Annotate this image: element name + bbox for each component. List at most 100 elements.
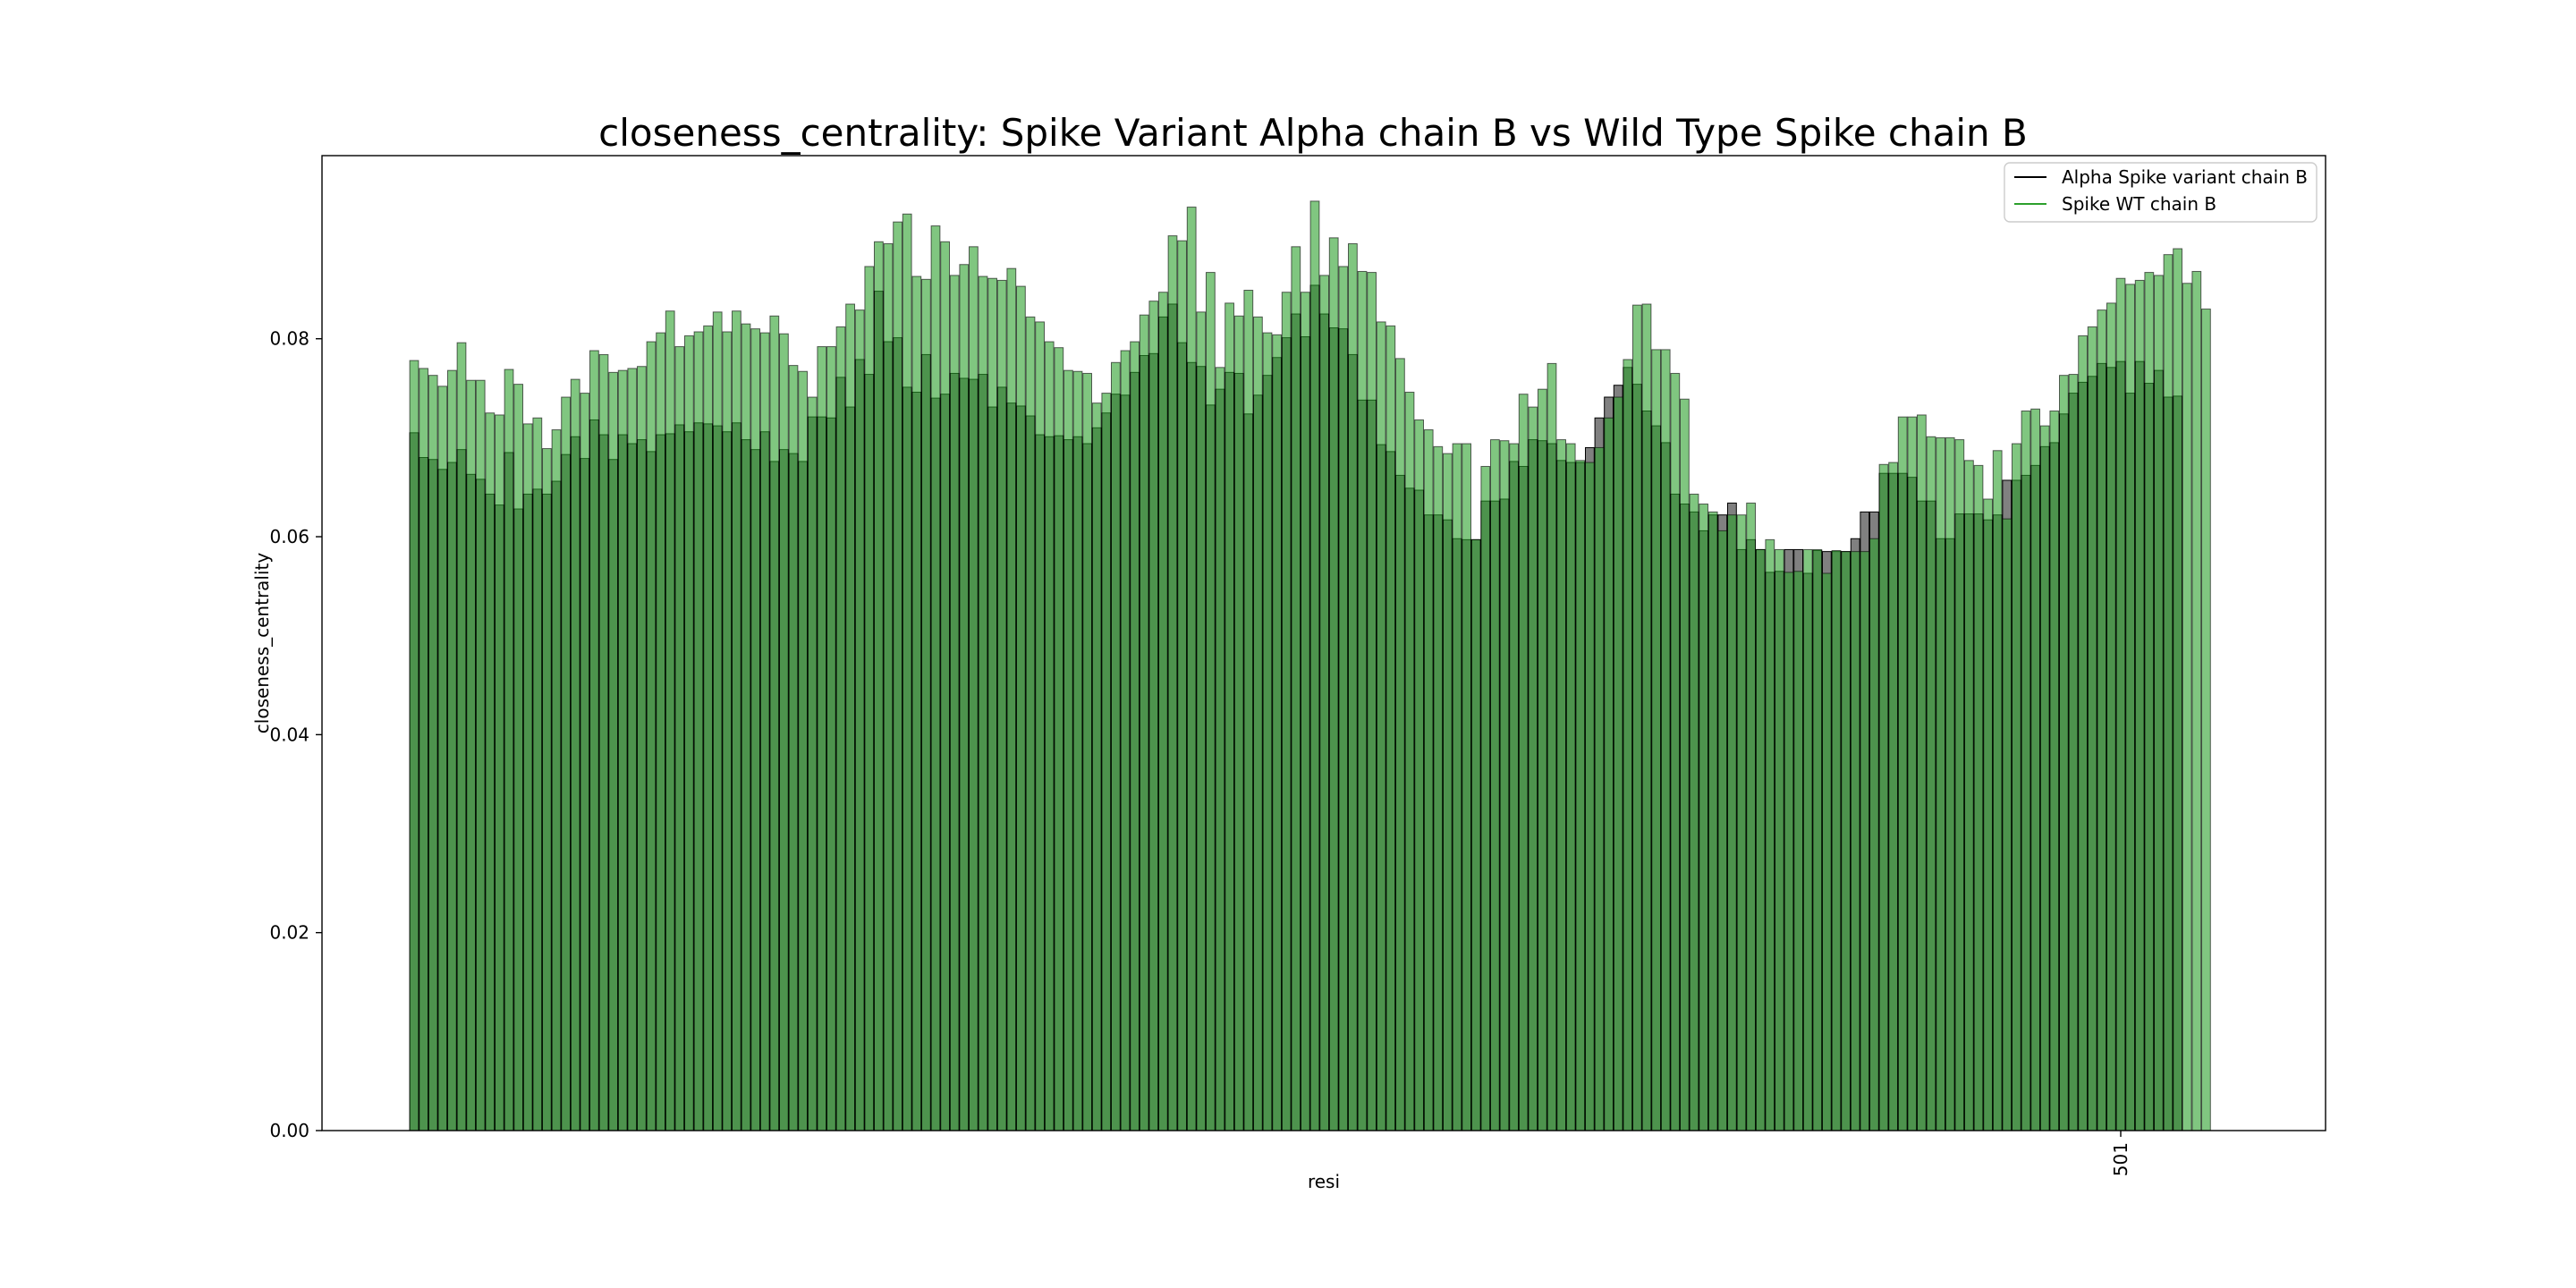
x-axis-label: resi: [1308, 1171, 1340, 1192]
bar-wild-type: [1328, 237, 1339, 1131]
bar-wild-type: [637, 366, 647, 1131]
bar-wild-type: [1470, 538, 1481, 1131]
bar-wild-type: [2173, 248, 2182, 1131]
bar-wild-type: [1613, 396, 1623, 1131]
bar-wild-type: [495, 414, 504, 1131]
bar-wild-type: [807, 396, 818, 1131]
bar-wild-type: [817, 346, 827, 1131]
bar-wild-type: [1035, 321, 1045, 1131]
bar-wild-type: [1983, 498, 1993, 1131]
bar-wild-type: [996, 279, 1007, 1131]
bar-wild-type: [665, 310, 675, 1131]
bar-wild-type: [1632, 304, 1642, 1131]
bar-wild-type: [2059, 375, 2069, 1131]
bar-wild-type: [1206, 272, 1216, 1131]
bar-wild-type: [1158, 292, 1168, 1131]
bar-wild-type: [1707, 511, 1718, 1131]
bar-wild-type: [1538, 388, 1547, 1131]
bar-wild-type: [1594, 446, 1605, 1131]
bar-wild-type: [475, 379, 486, 1131]
plot-frame: [321, 155, 2326, 1131]
bar-wild-type: [1831, 550, 1842, 1131]
bar-wild-type: [570, 378, 580, 1131]
bar-wild-type: [1395, 358, 1405, 1131]
bar-wild-type: [883, 242, 894, 1131]
bar-wild-type: [854, 309, 865, 1131]
bar-wild-type: [1755, 548, 1766, 1131]
bar-wild-type: [2154, 275, 2164, 1131]
y-tick-label: 0.08: [269, 328, 309, 350]
bar-wild-type: [969, 246, 979, 1131]
bar-wild-type: [2012, 443, 2021, 1131]
bar-wild-type: [1973, 464, 1984, 1131]
bar-wild-type: [959, 264, 970, 1131]
bar-wild-type: [1499, 440, 1510, 1131]
bar-wild-type: [987, 277, 997, 1131]
bar-wild-type: [2097, 309, 2107, 1131]
bar-wild-type: [1822, 572, 1832, 1131]
bar-wild-type: [1841, 551, 1851, 1131]
bar-wild-type: [2002, 518, 2012, 1131]
bar-wild-type: [2021, 411, 2031, 1131]
bar-wild-type: [419, 368, 429, 1131]
bar-wild-type: [750, 328, 761, 1131]
bar-wild-type: [1736, 514, 1747, 1131]
bar-wild-type: [1897, 416, 1908, 1131]
bar-wild-type: [1651, 349, 1661, 1131]
bar-wild-type: [978, 275, 988, 1131]
bar-wild-type: [456, 342, 467, 1131]
bar-wild-type: [2163, 254, 2174, 1131]
bar-wild-type: [684, 335, 694, 1131]
bar-wild-type: [428, 375, 438, 1131]
bar-wild-type: [1936, 436, 1945, 1131]
bar-wild-type: [1072, 370, 1083, 1131]
bar-wild-type: [2191, 270, 2202, 1131]
bar-wild-type: [409, 360, 419, 1131]
bar-wild-type: [1954, 439, 1965, 1131]
bar-wild-type: [589, 350, 599, 1131]
x-tick-label: 501: [2110, 1142, 2131, 1176]
bar-wild-type: [1376, 321, 1386, 1131]
bar-wild-type: [1006, 267, 1017, 1131]
bar-wild-type: [1680, 398, 1690, 1131]
bar-wild-type: [1565, 443, 1576, 1131]
bar-wild-type: [1917, 414, 1927, 1131]
bar-wild-type: [2039, 425, 2050, 1131]
bar-wild-type: [1443, 453, 1453, 1131]
bar-wild-type: [1291, 246, 1301, 1131]
bar-wild-type: [798, 370, 809, 1131]
bar-wild-type: [1964, 460, 1974, 1131]
y-axis-label: closeness_centrality: [251, 553, 273, 734]
bar-wild-type: [2201, 309, 2211, 1131]
bar-wild-type: [864, 266, 875, 1131]
bar-wild-type: [1765, 538, 1775, 1131]
bar-wild-type: [1148, 301, 1159, 1131]
bar-wild-type: [1338, 266, 1349, 1131]
bar-wild-type: [1091, 402, 1102, 1131]
bar-wild-type: [513, 384, 524, 1131]
bar-wild-type: [1802, 548, 1813, 1131]
bar-wild-type: [940, 241, 950, 1131]
bar-wild-type: [1186, 207, 1197, 1131]
bar-wild-type: [2030, 408, 2040, 1131]
bar-wild-type: [769, 315, 780, 1131]
bar-wild-type: [1253, 316, 1263, 1131]
bar-wild-type: [1699, 504, 1708, 1131]
bar-wild-type: [1556, 439, 1566, 1131]
bar-wild-type: [1063, 369, 1073, 1131]
bar-wild-type: [437, 386, 448, 1131]
bar-wild-type: [1414, 419, 1424, 1131]
bar-wild-type: [1727, 514, 1737, 1131]
bar-wild-type: [2115, 277, 2126, 1131]
bar-wild-type: [1878, 463, 1889, 1131]
bar-wild-type: [656, 332, 666, 1131]
bar-wild-type: [1016, 285, 1026, 1131]
bar-wild-type: [1480, 465, 1491, 1131]
bar-wild-type: [1528, 406, 1538, 1131]
bar-wild-type: [1490, 439, 1500, 1131]
bar-wild-type: [788, 365, 799, 1131]
legend-label-alpha: Alpha Spike variant chain B: [2062, 166, 2308, 188]
bar-wild-type: [1120, 350, 1131, 1131]
bar-wild-type: [902, 213, 912, 1131]
bar-wild-type: [712, 311, 723, 1131]
